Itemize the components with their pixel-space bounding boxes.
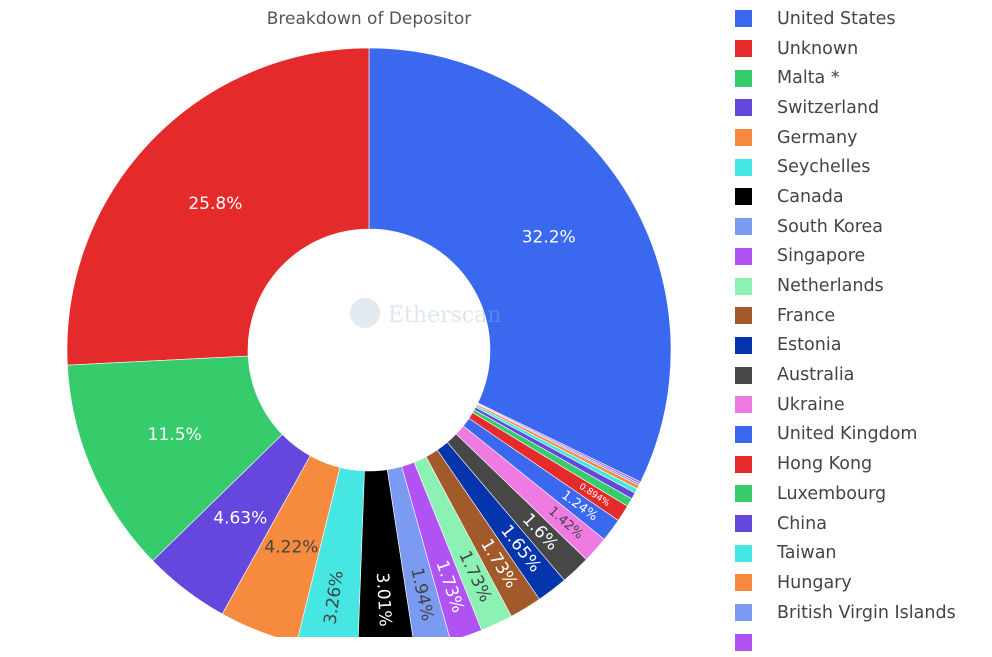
slice-label: 3.01% (372, 572, 395, 627)
donut-chart: 32.2%25.8%11.5%4.63%4.22%3.26% 3.01% 1.94%… (66, 47, 672, 637)
legend-item[interactable]: France (735, 301, 956, 331)
legend-label: Taiwan (777, 543, 837, 564)
legend-item[interactable]: Germany (735, 123, 956, 153)
legend-swatch (735, 69, 752, 87)
legend-label: Estonia (777, 335, 842, 356)
legend-item[interactable]: Ukraine (735, 390, 956, 420)
legend-label: British Virgin Islands (777, 602, 956, 623)
legend-swatch (735, 99, 752, 117)
legend-item[interactable]: Canada (735, 182, 956, 212)
legend-item[interactable] (735, 627, 956, 657)
slice-malta[interactable] (67, 355, 283, 562)
legend-swatch (735, 485, 752, 503)
legend-item[interactable]: Seychelles (735, 152, 956, 182)
watermark-logo-icon (350, 298, 380, 328)
legend-item[interactable]: United States (735, 4, 956, 34)
legend-swatch (735, 574, 752, 592)
legend-swatch (735, 633, 752, 651)
slice-south-korea[interactable] (386, 466, 450, 637)
legend-swatch (735, 277, 752, 295)
legend-label: Unknown (777, 38, 859, 59)
legend-label: France (777, 305, 836, 326)
legend-swatch (735, 425, 752, 443)
slice-canada[interactable] (358, 469, 415, 637)
legend-item[interactable]: Unknown (735, 34, 956, 64)
legend-label: Hong Kong (777, 454, 873, 475)
slice-france[interactable] (425, 449, 540, 617)
legend-item[interactable]: Netherlands (735, 271, 956, 301)
legend-label: Switzerland (777, 97, 880, 118)
slice-label: 32.2% (522, 228, 576, 248)
slice-label: 4.63% (213, 508, 267, 528)
legend-label: China (777, 513, 827, 534)
legend-swatch (735, 10, 752, 28)
legend-label: Malta * (777, 68, 840, 89)
legend-swatch (735, 366, 752, 384)
slice-australia[interactable] (446, 433, 587, 581)
legend-swatch (735, 604, 752, 622)
legend-item[interactable]: United Kingdom (735, 420, 956, 450)
chart-title: Breakdown of Depositor (266, 9, 472, 29)
legend-label: Seychelles (777, 157, 871, 178)
legend-swatch (735, 544, 752, 562)
legend-label: Luxembourg (777, 483, 887, 504)
legend-swatch (735, 188, 752, 206)
slice-label: 11.5% (148, 425, 202, 445)
legend-label: Netherlands (777, 276, 884, 297)
watermark: Etherscan (388, 303, 502, 328)
legend-label: Germany (777, 127, 858, 148)
legend-swatch (735, 40, 752, 58)
legend-swatch (735, 515, 752, 533)
slice-label: 25.8% (188, 194, 242, 214)
legend-item[interactable]: Estonia (735, 331, 956, 361)
legend-label: Canada (777, 186, 844, 207)
slice-hong-kong[interactable] (468, 412, 628, 521)
slice-unknown[interactable] (66, 47, 370, 366)
legend-label: United States (777, 8, 896, 29)
legend-swatch (735, 396, 752, 414)
legend-item[interactable]: Singapore (735, 242, 956, 272)
legend-swatch (735, 158, 752, 176)
slice-ukraine[interactable] (455, 425, 605, 560)
legend-item[interactable]: China (735, 509, 956, 539)
legend-item[interactable]: Taiwan (735, 538, 956, 568)
legend-label: United Kingdom (777, 424, 918, 445)
slice-netherlands[interactable] (413, 456, 512, 631)
legend-item[interactable]: Hungary (735, 568, 956, 598)
legend-item[interactable]: Hong Kong (735, 449, 956, 479)
legend-swatch (735, 247, 752, 265)
legend-label: Singapore (777, 246, 866, 267)
slice-singapore[interactable] (401, 461, 483, 637)
legend-swatch (735, 455, 752, 473)
slice-switzerland[interactable] (152, 434, 311, 615)
legend-item[interactable]: South Korea (735, 212, 956, 242)
slice-germany[interactable] (221, 455, 341, 637)
legend-swatch (735, 307, 752, 325)
slice-united-states[interactable] (368, 47, 672, 483)
slice-estonia[interactable] (436, 441, 565, 600)
legend-swatch (735, 218, 752, 236)
legend-label: Ukraine (777, 394, 845, 415)
slice-label: 4.22% (264, 537, 318, 557)
legend-label: Australia (777, 365, 855, 386)
legend-label: Hungary (777, 572, 852, 593)
legend-label: South Korea (777, 216, 884, 237)
legend-item[interactable]: Luxembourg (735, 479, 956, 509)
legend-item[interactable]: Malta * (735, 63, 956, 93)
legend-item[interactable]: Australia (735, 360, 956, 390)
legend-swatch (735, 336, 752, 354)
slice-seychelles[interactable] (297, 467, 365, 637)
legend: United States Unknown Malta * Switzerland Ge… (735, 4, 956, 657)
legend-item[interactable]: British Virgin Islands (735, 598, 956, 628)
slice-united-kingdom[interactable] (462, 417, 619, 540)
legend-swatch (735, 129, 752, 147)
legend-item[interactable]: Switzerland (735, 93, 956, 123)
slice-other[interactable] (477, 402, 642, 485)
